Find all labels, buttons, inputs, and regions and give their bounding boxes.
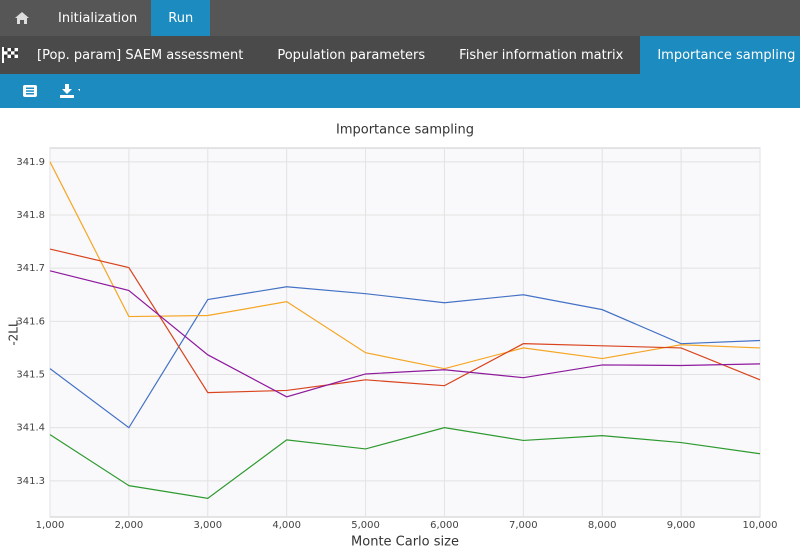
- x-tick-label: 8,000: [588, 520, 617, 531]
- y-axis-label: -2LL: [7, 320, 21, 346]
- x-tick-label: 4,000: [272, 520, 301, 531]
- home-icon[interactable]: [0, 0, 44, 36]
- tab[interactable]: Population parameters: [277, 47, 426, 63]
- series-line: [49, 248, 761, 394]
- flag-icon: [0, 36, 20, 74]
- tab[interactable]: Fisher information matrix: [459, 47, 624, 63]
- top-nav: Initialization Run: [0, 0, 800, 36]
- chart-title: Importance sampling: [336, 123, 474, 138]
- chart: Importance sampling Monte Carlo size -2L…: [7, 123, 778, 550]
- x-tick-label: 2,000: [115, 520, 144, 531]
- series-line: [49, 286, 761, 429]
- series-line: [49, 427, 761, 500]
- series-line: [49, 270, 761, 398]
- x-tick-label: 3,000: [193, 520, 222, 531]
- nav-tab[interactable]: Initialization: [58, 10, 138, 26]
- x-tick-label: 7,000: [509, 520, 538, 531]
- y-tick-label: 341.5: [16, 370, 45, 381]
- nav-tab[interactable]: Run: [151, 0, 211, 36]
- x-tick-label: 1,000: [36, 520, 65, 531]
- sub-nav: [Pop. param] SAEM assessment Population …: [0, 36, 800, 74]
- x-tick-label: 9,000: [667, 520, 696, 531]
- y-tick-label: 341.3: [16, 476, 45, 487]
- y-tick-label: 341.4: [16, 423, 45, 434]
- y-tick-label: 341.8: [16, 210, 45, 221]
- y-tick-label: 341.7: [16, 263, 45, 274]
- download-button[interactable]: [60, 74, 80, 108]
- tab[interactable]: [Pop. param] SAEM assessment: [37, 47, 244, 63]
- x-tick-label: 5,000: [351, 520, 380, 531]
- series-line: [49, 161, 761, 370]
- y-tick-label: 341.9: [16, 157, 45, 168]
- plot-area: [49, 147, 761, 518]
- x-axis-label: Monte Carlo size: [351, 535, 459, 550]
- toolbar: [0, 74, 800, 108]
- x-tick-label: 10,000: [743, 520, 778, 531]
- y-tick-label: 341.6: [16, 316, 45, 327]
- x-tick-label: 6,000: [430, 520, 459, 531]
- list-button[interactable]: [0, 74, 60, 108]
- tab[interactable]: Importance sampling: [640, 36, 800, 74]
